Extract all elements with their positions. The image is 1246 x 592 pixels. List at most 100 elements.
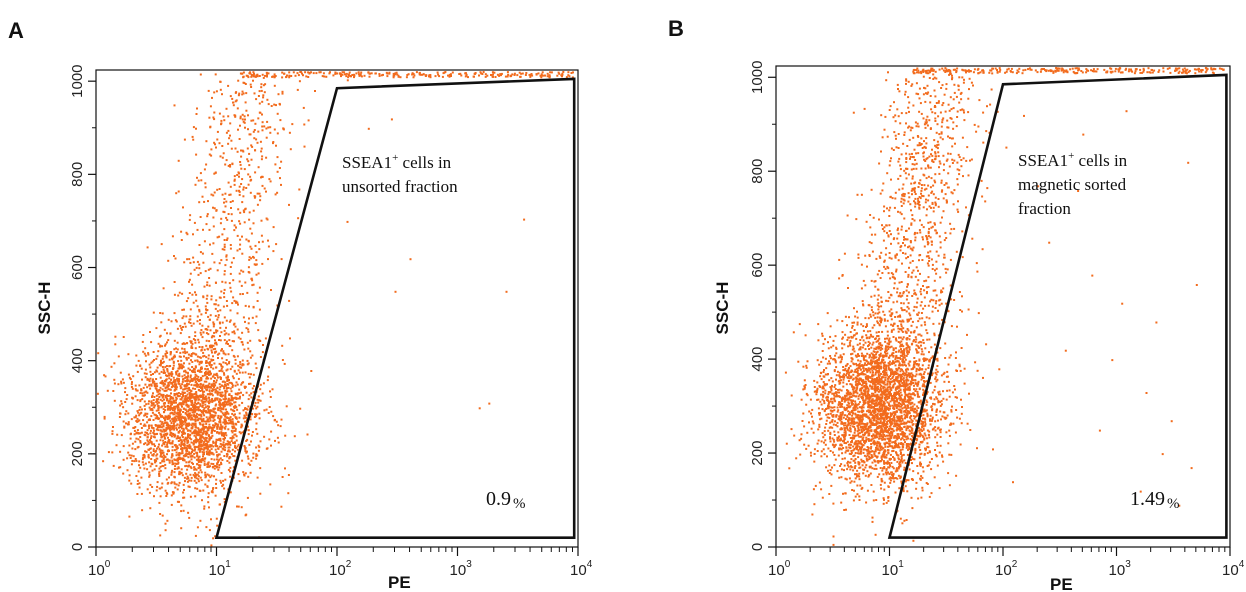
event-dot (525, 72, 528, 74)
event-dot (191, 342, 194, 345)
event-dot (168, 394, 171, 397)
event-dot (218, 464, 221, 466)
event-dot (222, 398, 225, 401)
event-dot (193, 468, 196, 471)
event-dot (233, 224, 236, 227)
event-dot (877, 388, 879, 390)
event-dot (411, 72, 414, 75)
event-dot (122, 336, 125, 338)
event-dot (189, 455, 192, 458)
event-dot (275, 144, 277, 147)
event-dot (244, 83, 247, 85)
event-dot (155, 428, 158, 431)
event-dot (225, 131, 228, 134)
event-dot (159, 469, 162, 472)
event-dot (928, 338, 931, 341)
event-dot (424, 74, 427, 77)
event-dot (131, 381, 133, 384)
event-dot (232, 257, 235, 260)
event-dot (170, 471, 173, 474)
event-dot (184, 396, 187, 399)
event-dot (204, 370, 207, 373)
event-dot (156, 457, 159, 460)
event-dot (285, 75, 288, 78)
event-dot (210, 448, 213, 451)
event-dot (492, 73, 494, 76)
event-dot (194, 366, 197, 369)
event-dot (208, 453, 211, 456)
event-dot (206, 215, 209, 218)
event-dot (248, 317, 250, 320)
event-dot (175, 192, 178, 195)
event-dot (884, 445, 887, 448)
event-dot (191, 448, 194, 451)
event-dot (242, 71, 245, 74)
event-dot (287, 474, 290, 476)
event-dot (252, 130, 255, 133)
event-dot (158, 424, 160, 427)
event-dot (181, 440, 184, 443)
event-dot (540, 74, 543, 77)
event-dot (184, 352, 187, 355)
event-dot (186, 376, 189, 379)
event-dot (102, 460, 105, 463)
event-dot (185, 315, 188, 318)
event-dot (208, 390, 211, 393)
event-dot (244, 126, 246, 129)
event-dot (187, 387, 189, 390)
event-dot (917, 407, 920, 409)
event-dot (322, 72, 325, 75)
event-dot (226, 400, 229, 403)
event-dot (175, 437, 178, 440)
event-dot (133, 426, 136, 429)
event-dot (858, 447, 861, 450)
event-dot (938, 322, 941, 325)
event-dot (914, 448, 917, 451)
event-dot (254, 244, 257, 247)
event-dot (828, 379, 831, 382)
event-dot (879, 443, 881, 446)
event-dot (182, 395, 185, 398)
event-dot (248, 218, 251, 221)
event-dot (194, 331, 197, 334)
event-dot (163, 460, 166, 463)
event-dot (194, 495, 197, 498)
event-dot (180, 239, 183, 241)
event-dot (507, 73, 510, 76)
event-dot (220, 445, 222, 448)
event-dot (179, 409, 182, 412)
event-dot (212, 424, 214, 427)
event-dot (216, 458, 218, 461)
event-dot (297, 74, 300, 77)
event-dot (194, 399, 197, 402)
event-dot (213, 91, 216, 94)
event-dot (207, 354, 210, 357)
event-dot (253, 404, 256, 407)
event-dot (241, 331, 244, 334)
event-dot (216, 138, 219, 141)
event-dot (833, 370, 836, 373)
event-dot (188, 280, 190, 283)
event-dot (183, 416, 186, 419)
event-dot (879, 410, 882, 413)
event-dot (208, 385, 211, 388)
event-dot (214, 397, 217, 400)
event-dot (161, 345, 164, 348)
event-dot (188, 423, 191, 426)
event-dot (185, 426, 188, 429)
event-dot (205, 422, 208, 425)
event-dot (193, 479, 196, 482)
event-dot (183, 138, 186, 141)
event-dot (234, 115, 237, 118)
event-dot (185, 472, 188, 475)
event-dot (138, 419, 141, 422)
event-dot (370, 72, 373, 75)
event-dot (887, 486, 890, 488)
event-dot (815, 391, 818, 393)
event-dot (199, 396, 202, 399)
event-dot (825, 419, 828, 422)
event-dot (195, 266, 198, 269)
event-dot (166, 432, 169, 435)
event-dot (262, 84, 265, 87)
event-dot (820, 393, 822, 396)
